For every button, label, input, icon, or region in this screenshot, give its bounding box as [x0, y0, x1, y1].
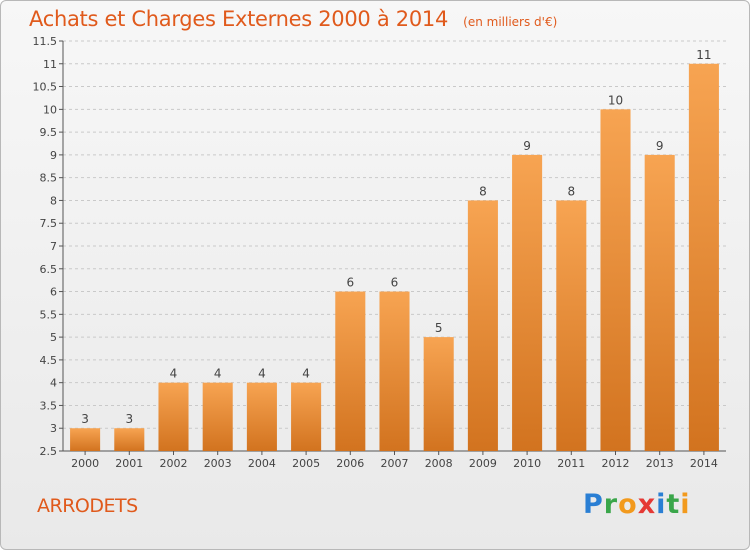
bars: [70, 63, 719, 452]
x-tick-label: 2000: [71, 457, 99, 470]
y-tick-label: 10: [43, 103, 57, 116]
bar: [158, 382, 189, 451]
x-tick-label: 2014: [690, 457, 718, 470]
logo-letter: x: [637, 489, 657, 520]
logo-letter: t: [666, 489, 681, 520]
data-label: 6: [391, 276, 399, 290]
data-label: 4: [258, 367, 266, 381]
y-tick-label: 4: [50, 377, 57, 390]
bar: [512, 154, 543, 451]
bar: [379, 291, 410, 451]
bar: [70, 428, 101, 451]
data-label: 3: [81, 412, 89, 426]
y-tick-label: 8.5: [40, 172, 58, 185]
y-tick-label: 9: [50, 149, 57, 162]
x-tick-label: 2004: [248, 457, 276, 470]
bar: [202, 382, 233, 451]
y-tick-label: 5.5: [40, 308, 58, 321]
y-tick-label: 9.5: [40, 126, 58, 139]
data-label: 5: [435, 321, 443, 335]
bar: [467, 200, 498, 451]
data-label: 6: [346, 276, 354, 290]
bar: [335, 291, 366, 451]
y-tick-label: 3: [50, 422, 57, 435]
y-tick-label: 6.5: [40, 263, 58, 276]
x-tick-label: 2001: [115, 457, 143, 470]
bar: [114, 428, 145, 451]
data-label: 10: [608, 93, 623, 107]
x-tick-label: 2009: [469, 457, 497, 470]
logo-letter: i: [656, 489, 667, 520]
logo-letter: i: [680, 489, 691, 520]
x-tick-label: 2008: [425, 457, 453, 470]
data-label: 9: [656, 139, 664, 153]
y-tick-label: 4.5: [40, 354, 58, 367]
bar: [688, 63, 719, 452]
y-tick-label: 5: [50, 331, 57, 344]
data-label: 8: [567, 184, 575, 198]
y-tick-label: 3.5: [40, 399, 58, 412]
bar: [246, 382, 277, 451]
title-row: Achats et Charges Externes 2000 à 2014 (…: [29, 7, 557, 31]
x-tick-label: 2005: [292, 457, 320, 470]
data-label: 4: [170, 367, 178, 381]
y-tick-labels: 2.5 3 3.5 4 4.5 5 5.5 6 6.5 7 7.5 8 8.5 9 9.5 10 10.5 11 1…: [33, 35, 58, 458]
bar: [291, 382, 322, 451]
y-tick-label: 7: [50, 240, 57, 253]
data-label: 11: [696, 48, 711, 62]
data-label: 4: [302, 367, 310, 381]
chart-title: Achats et Charges Externes 2000 à 2014: [29, 7, 449, 31]
y-tick-label: 6: [50, 286, 57, 299]
x-tick-label: 2002: [160, 457, 188, 470]
data-labels: 3 3 4 4 4 4 6 6 5 8 9 8 10 9 11: [81, 48, 711, 426]
y-tick-label: 8: [50, 194, 57, 207]
logo-letter: P: [583, 489, 604, 520]
data-label: 9: [523, 139, 531, 153]
x-tick-labels: 2000 2001 2002 2003 2004 2005 2006 2007 2008 2009…: [71, 457, 718, 470]
logo-letter: o: [618, 489, 638, 520]
x-tick-label: 2007: [381, 457, 409, 470]
y-tick-label: 2.5: [40, 445, 58, 458]
y-tick-label: 11: [43, 58, 57, 71]
data-label: 8: [479, 184, 487, 198]
y-tick-label: 7.5: [40, 217, 58, 230]
bar: [644, 154, 675, 451]
x-tick-label: 2010: [513, 457, 541, 470]
bar: [423, 337, 454, 451]
x-tick-label: 2006: [336, 457, 364, 470]
proxiti-logo: Proxiti: [583, 489, 691, 520]
logo-letter: r: [603, 489, 619, 520]
chart-unit: (en milliers d'€): [463, 15, 558, 29]
y-tick-label: 10.5: [33, 81, 58, 94]
bar: [556, 200, 587, 451]
y-tick-label: 11.5: [33, 35, 58, 48]
x-tick-label: 2013: [646, 457, 674, 470]
x-tick-label: 2011: [557, 457, 585, 470]
bar: [600, 109, 631, 451]
data-label: 4: [214, 367, 222, 381]
x-tick-label: 2012: [602, 457, 630, 470]
x-tick-label: 2003: [204, 457, 232, 470]
data-label: 3: [125, 412, 133, 426]
commune-name: ARRODETS: [37, 495, 138, 517]
